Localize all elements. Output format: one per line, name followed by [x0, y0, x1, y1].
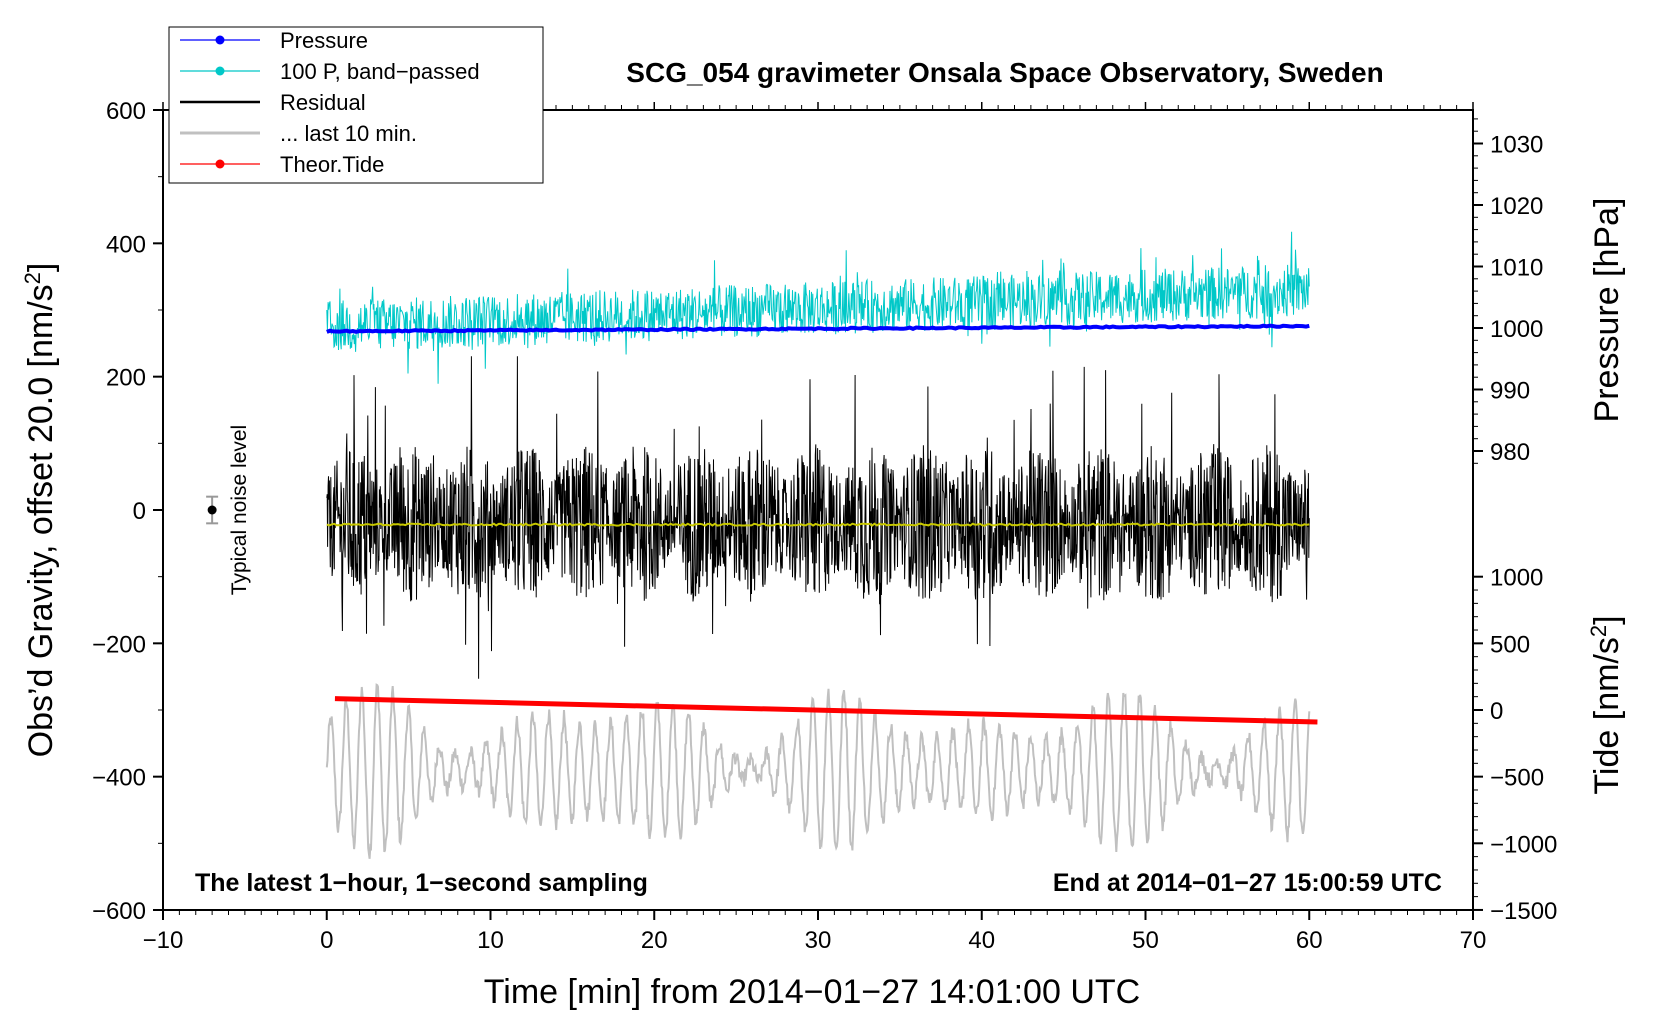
y-tick-label: −600: [92, 898, 146, 925]
data-traces: [325, 231, 1318, 859]
tide-tick-label: −1500: [1490, 898, 1557, 925]
noise-level-label: Typical noise level: [228, 425, 251, 595]
noise-level-indicator: [206, 495, 219, 525]
legend-entries: Pressure 100 P, band−passed Residual ... la…: [180, 28, 480, 177]
series-pressure: [326, 323, 1310, 334]
y-tick-label: −400: [92, 765, 146, 792]
legend-label: ... last 10 min.: [280, 121, 417, 146]
legend: Pressure 100 P, band−passed Residual ... la…: [168, 26, 544, 184]
x-tick-label: 0: [320, 927, 333, 954]
pressure-tick-label: 1030: [1490, 132, 1543, 159]
tide-tick-label: 500: [1490, 631, 1530, 658]
y-axis-title-pressure: Pressure [hPa]: [1588, 198, 1626, 423]
pressure-tick-label: 1020: [1490, 193, 1543, 220]
noise-point: [207, 505, 217, 515]
legend-box: [168, 26, 544, 184]
pressure-tick-label: 990: [1490, 378, 1530, 405]
x-tick-label: 10: [477, 927, 504, 954]
tide-tick-label: 0: [1490, 698, 1503, 725]
legend-label: Pressure: [280, 28, 368, 53]
legend-label: Theor.Tide: [280, 152, 384, 177]
x-tick-label: 20: [641, 927, 668, 954]
legend-marker: [215, 35, 225, 45]
tide-tick-label: −500: [1490, 765, 1544, 792]
tide-tick-label: −1000: [1490, 831, 1557, 858]
legend-marker: [215, 66, 225, 76]
series-pressure-bandpassed: [326, 231, 1310, 384]
y-axis-ticks: −600 −400 −200 0 200 400 600: [92, 98, 163, 925]
legend-label: 100 P, band−passed: [280, 59, 480, 84]
legend-marker: [215, 159, 225, 169]
pressure-tick-label: 1010: [1490, 255, 1543, 282]
x-tick-label: 70: [1460, 927, 1487, 954]
legend-label: Residual: [280, 90, 366, 115]
x-tick-label: 60: [1296, 927, 1323, 954]
x-axis-ticks: −10 0 10 20 30 40 50 60 70: [143, 102, 1487, 954]
x-tick-label: −10: [143, 927, 184, 954]
x-axis-title: Time [min] from 2014−01−27 14:01:00 UTC: [484, 973, 1140, 1011]
sampling-note: The latest 1−hour, 1−second sampling: [195, 869, 648, 897]
chart-title: SCG_054 gravimeter Onsala Space Observat…: [626, 57, 1383, 88]
series-theoretical-tide: [334, 696, 1318, 725]
y-tick-label: 0: [133, 498, 146, 525]
x-tick-label: 50: [1132, 927, 1159, 954]
end-time-note: End at 2014−01−27 15:00:59 UTC: [1053, 869, 1442, 897]
series-residual-mean: [326, 522, 1310, 527]
pressure-tick-label: 1000: [1490, 316, 1543, 343]
y-tick-label: 400: [106, 231, 146, 258]
x-tick-label: 30: [805, 927, 832, 954]
series-residual: [326, 356, 1310, 679]
y-axis-title-left: Obs’d Gravity, offset 20.0 [nm/s2]: [20, 263, 60, 758]
x-tick-label: 40: [968, 927, 995, 954]
y-axis-title-tide: Tide [nm/s2]: [1586, 615, 1626, 794]
series-last-10-min: [325, 683, 1311, 859]
tide-tick-label: 1000: [1490, 565, 1543, 592]
pressure-tick-label: 980: [1490, 439, 1530, 466]
tide-axis-ticks: −1500 −1000 −500 0 500 1000: [1473, 565, 1557, 925]
y-tick-label: 600: [106, 98, 146, 125]
pressure-axis-ticks: 980 990 1000 1010 1020 1030: [1473, 118, 1543, 466]
y-tick-label: 200: [106, 365, 146, 392]
y-tick-label: −200: [92, 631, 146, 658]
